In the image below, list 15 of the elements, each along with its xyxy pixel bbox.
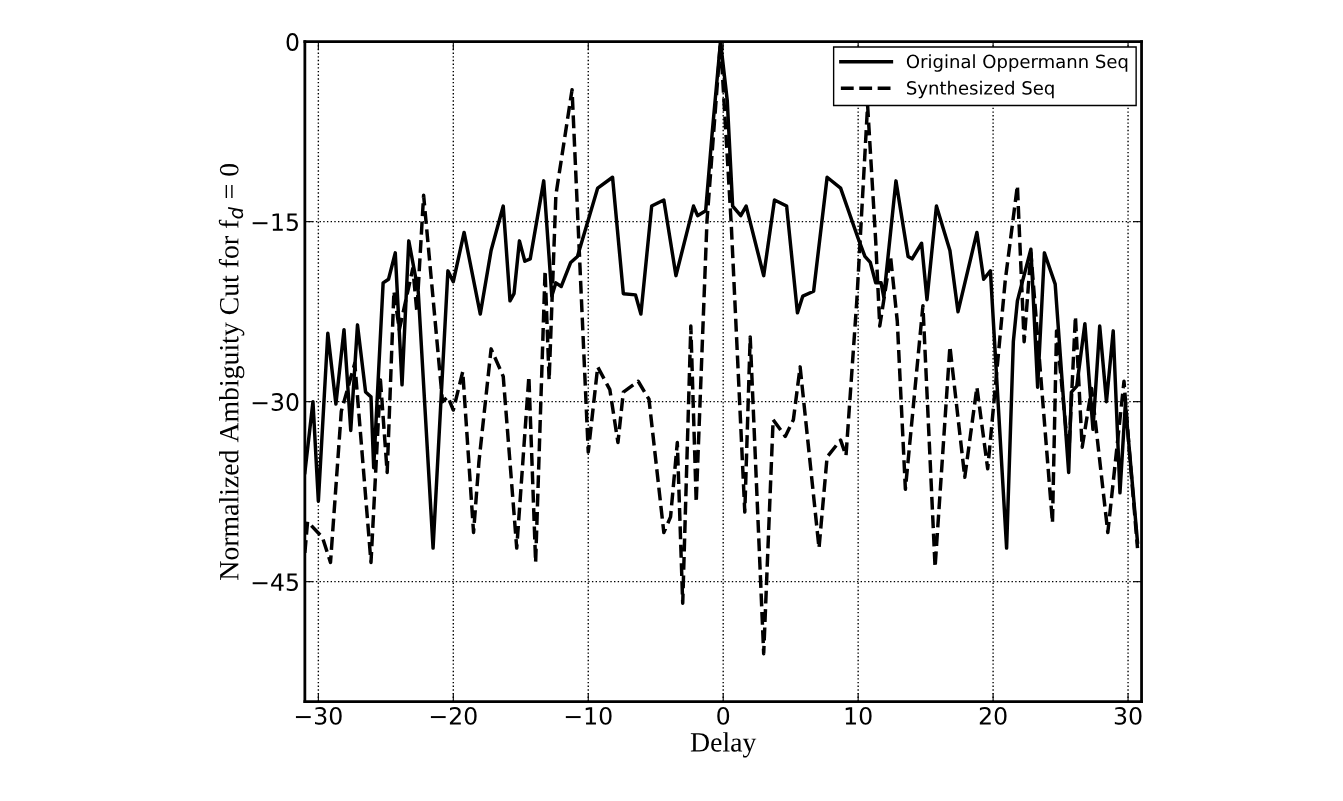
y-tick-label: −30 [252,393,299,411]
x-tick-label: 0 [717,706,730,725]
y-tick-label: −15 [252,213,298,231]
x-tick-label: −10 [565,706,612,725]
x-tick-label: −20 [430,706,477,725]
x-axis-title: Delay [690,732,757,758]
x-tick-label: −30 [295,706,342,725]
y-tick-label: 0 [286,33,299,51]
y-tick-label: −45 [252,573,298,591]
legend-label: Original Oppermann Seq [906,54,1128,72]
x-tick-label: 30 [1114,706,1142,725]
x-tick-label: 10 [845,706,872,725]
legend-label: Synthesized Seq [907,80,1054,99]
y-axis-title: Normalized Ambiguity Cut for f$_{d}$ = 0 [218,163,245,580]
x-tick-label: 20 [979,706,1007,725]
